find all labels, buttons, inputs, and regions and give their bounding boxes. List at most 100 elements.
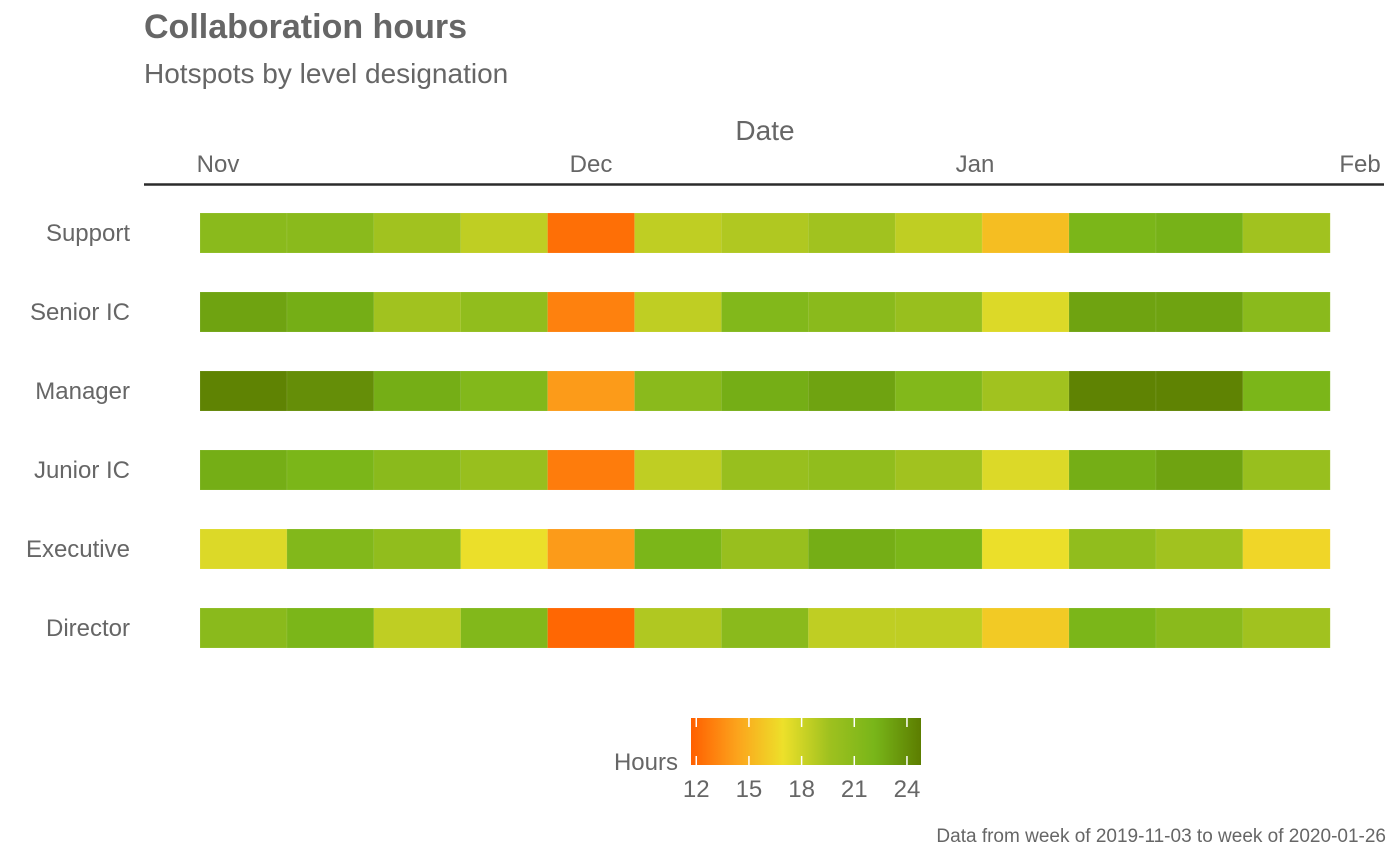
- heatmap-cell: [373, 607, 462, 649]
- heatmap-cell: [894, 528, 983, 570]
- heatmap-cell: [1155, 449, 1244, 491]
- heatmap-cell: [199, 291, 288, 333]
- x-axis-ticks: Nov Dec Jan Feb: [197, 151, 1381, 178]
- heatmap-cell: [807, 528, 896, 570]
- y-tick-label: Senior IC: [30, 299, 130, 326]
- y-tick-label: Support: [46, 220, 130, 247]
- heatmap-cell: [547, 449, 636, 491]
- legend-tick-label: 18: [788, 776, 815, 803]
- y-tick-label: Director: [46, 615, 130, 642]
- heatmap-cell: [460, 607, 549, 649]
- color-legend: Hours 12 15 18 21 24: [614, 718, 921, 803]
- y-axis-labels: Support Senior IC Manager Junior IC Executiv…: [26, 220, 130, 642]
- legend-tick-label: 12: [683, 776, 710, 803]
- heatmap-cell: [1242, 607, 1331, 649]
- heatmap-cell: [286, 449, 375, 491]
- heatmap-cell: [894, 607, 983, 649]
- heatmap-cell: [981, 370, 1070, 412]
- heatmap-cell: [547, 370, 636, 412]
- legend-tick-label: 21: [841, 776, 868, 803]
- heatmap-cell: [1068, 291, 1157, 333]
- heatmap-cell: [373, 291, 462, 333]
- chart-subtitle: Hotspots by level designation: [144, 58, 509, 89]
- heatmap-cell: [634, 449, 723, 491]
- x-tick-label: Nov: [197, 151, 240, 178]
- legend-color-bar: [691, 718, 921, 765]
- heatmap-cell: [634, 528, 723, 570]
- heatmap-cell: [1068, 528, 1157, 570]
- legend-tick-label: 24: [894, 776, 921, 803]
- legend-tick-label: 15: [736, 776, 763, 803]
- legend-ticks: 12 15 18 21 24: [683, 718, 920, 803]
- heatmap-cell: [1068, 212, 1157, 254]
- heatmap-cell: [547, 528, 636, 570]
- heatmap-cell: [199, 607, 288, 649]
- heatmap-cell: [981, 212, 1070, 254]
- heatmap-cell: [894, 370, 983, 412]
- heatmap-cell: [1242, 528, 1331, 570]
- heatmap-cell: [460, 370, 549, 412]
- heatmap-cell: [981, 449, 1070, 491]
- heatmap-cell: [1068, 607, 1157, 649]
- y-tick-label: Junior IC: [34, 457, 130, 484]
- heatmap-cell: [981, 528, 1070, 570]
- heatmap-cell: [547, 607, 636, 649]
- heatmap-cell: [807, 212, 896, 254]
- heatmap-cell: [373, 449, 462, 491]
- heatmap-cell: [721, 528, 810, 570]
- heatmap-cell: [1155, 607, 1244, 649]
- heatmap-cell: [199, 528, 288, 570]
- heatmap-cell: [1242, 370, 1331, 412]
- heatmap-cell: [634, 607, 723, 649]
- chart-title: Collaboration hours: [144, 8, 467, 46]
- heatmap-cell: [1155, 528, 1244, 570]
- heatmap-cell: [721, 449, 810, 491]
- heatmap-cell: [721, 212, 810, 254]
- heatmap-cell: [894, 212, 983, 254]
- heatmap-cell: [286, 607, 375, 649]
- heatmap-cell: [981, 607, 1070, 649]
- heatmap-cell: [634, 370, 723, 412]
- y-tick-label: Executive: [26, 536, 130, 563]
- heatmap-cell: [634, 212, 723, 254]
- heatmap-cell: [286, 212, 375, 254]
- x-tick-label: Dec: [570, 151, 613, 178]
- x-tick-label: Feb: [1339, 151, 1380, 178]
- heatmap-cell: [894, 449, 983, 491]
- heatmap-cell: [807, 607, 896, 649]
- heatmap-cell: [460, 449, 549, 491]
- heatmap-cell: [1155, 291, 1244, 333]
- heatmap-cell: [721, 291, 810, 333]
- heatmap-cell: [1155, 370, 1244, 412]
- heatmap-cell: [373, 528, 462, 570]
- heatmap-cell: [1242, 449, 1331, 491]
- heatmap-cell: [373, 370, 462, 412]
- heatmap-cell: [721, 607, 810, 649]
- heatmap-cell: [373, 212, 462, 254]
- heatmap-cell: [460, 212, 549, 254]
- chart-caption: Data from week of 2019-11-03 to week of …: [936, 826, 1386, 847]
- heatmap-cell: [199, 370, 288, 412]
- heatmap-cell: [286, 370, 375, 412]
- heatmap-cell: [1068, 370, 1157, 412]
- heatmap-cell: [1068, 449, 1157, 491]
- heatmap-cell: [460, 291, 549, 333]
- heatmap-cell: [460, 528, 549, 570]
- heatmap-cell: [634, 291, 723, 333]
- heatmap-cell: [547, 212, 636, 254]
- heatmap-cell: [1155, 212, 1244, 254]
- heatmap-cell: [547, 291, 636, 333]
- x-axis-title: Date: [735, 115, 794, 146]
- heatmap-cell: [286, 528, 375, 570]
- heatmap-cell: [286, 291, 375, 333]
- heatmap-cell: [807, 370, 896, 412]
- heatmap-cell: [807, 449, 896, 491]
- heatmap-cell: [721, 370, 810, 412]
- heatmap-cell: [981, 291, 1070, 333]
- y-tick-label: Manager: [35, 378, 130, 405]
- heatmap-cell: [199, 449, 288, 491]
- heatmap-cells: [199, 212, 1331, 649]
- heatmap-cell: [807, 291, 896, 333]
- heatmap-cell: [894, 291, 983, 333]
